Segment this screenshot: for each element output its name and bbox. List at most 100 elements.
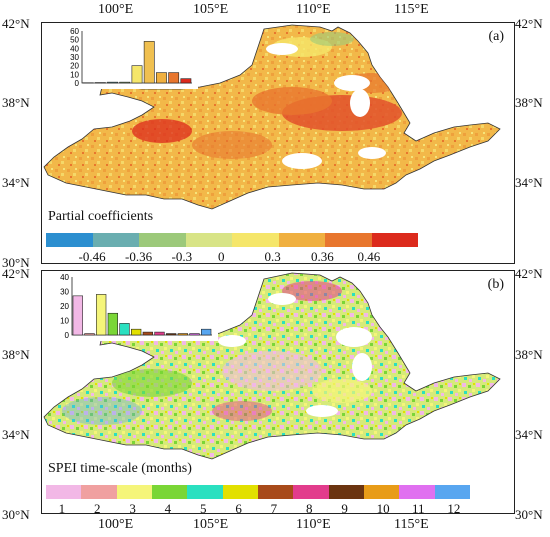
panel-label-a: (a) bbox=[488, 29, 504, 44]
lat-label-left-30-b: 30°N bbox=[2, 507, 30, 522]
colorbar-b-swatch-8 bbox=[293, 485, 329, 499]
colorbar-b-label-6: 6 bbox=[235, 501, 242, 514]
colorbar-a-swatch-1 bbox=[46, 233, 93, 247]
colorbar-a-swatch-7 bbox=[325, 233, 372, 247]
colorbar-b-swatch-1 bbox=[46, 485, 82, 499]
inset-b-ytick-20: 20 bbox=[60, 302, 69, 311]
lon-label-top-105: 105°E bbox=[193, 2, 229, 17]
inset-a-bar-7 bbox=[156, 72, 167, 84]
colorbar-b-swatch-6 bbox=[222, 485, 258, 499]
inset-a-bar-4 bbox=[119, 81, 131, 84]
inset-b-ytick-0: 0 bbox=[65, 331, 70, 340]
inset-b-bar-9 bbox=[166, 333, 177, 336]
inset-b-ytick-30: 30 bbox=[60, 288, 69, 297]
inset-a-ytick-20: 20 bbox=[70, 62, 79, 71]
lat-label-right-34-a: 34°N bbox=[515, 175, 543, 190]
map-b-svg: 0 10 20 30 40 bbox=[43, 271, 501, 460]
legend-title-a: Partial coefficients bbox=[48, 209, 154, 224]
inset-b-bar-12 bbox=[201, 328, 212, 336]
inset-b-ytick-10: 10 bbox=[60, 317, 69, 326]
lat-label-right-34-b: 34°N bbox=[515, 427, 543, 442]
colorbar-b-swatch-4 bbox=[151, 485, 188, 499]
lon-label-bottom-105: 105°E bbox=[193, 517, 229, 532]
colorbar-b-label-3: 3 bbox=[129, 501, 136, 514]
colorbar-a bbox=[46, 233, 418, 247]
lat-label-right-30-b: 30°N bbox=[515, 507, 543, 522]
lat-label-left-34-b: 34°N bbox=[2, 427, 30, 442]
inset-a-bar-3 bbox=[107, 81, 118, 84]
colorbar-b-label-12: 12 bbox=[447, 501, 461, 514]
timescale-layer-b bbox=[62, 281, 372, 425]
inset-b-bar-6 bbox=[131, 328, 142, 336]
colorbar-b-label-8: 8 bbox=[306, 501, 313, 514]
colorbar-a-swatch-4 bbox=[185, 233, 232, 247]
lat-label-right-38-b: 38°N bbox=[515, 347, 543, 362]
colorbar-b-label-2: 2 bbox=[94, 501, 101, 514]
panel-label-b: (b) bbox=[487, 277, 504, 292]
inset-b-bar-4 bbox=[107, 312, 118, 336]
lat-label-right-42-a: 42°N bbox=[515, 16, 543, 31]
colorbar-a-swatch-5 bbox=[232, 233, 279, 247]
lon-label-top-100: 100°E bbox=[98, 2, 134, 17]
colorbar-b-swatch-9 bbox=[328, 485, 364, 499]
lat-label-left-38-b: 38°N bbox=[2, 347, 30, 362]
inset-a-ytick-30: 30 bbox=[70, 53, 79, 62]
colorbar-a-label-2: -0.36 bbox=[125, 249, 153, 264]
colorbar-a-swatch-8 bbox=[371, 233, 418, 247]
inset-b-bar-8 bbox=[154, 331, 165, 336]
colorbar-b-label-9: 9 bbox=[341, 501, 348, 514]
inset-a-bar-8 bbox=[168, 72, 180, 84]
lat-label-left-42-a: 42°N bbox=[2, 16, 30, 31]
inset-b-bar-1 bbox=[72, 295, 83, 336]
inset-a-ytick-50: 50 bbox=[70, 36, 79, 45]
colorbar-b-label-11: 11 bbox=[412, 501, 425, 514]
colorbar-b-label-4: 4 bbox=[164, 501, 172, 514]
colorbar-a-label-4: 0 bbox=[218, 249, 225, 264]
inset-a-ytick-40: 40 bbox=[70, 44, 79, 53]
colorbar-a-label-5: 0.3 bbox=[264, 249, 281, 264]
hotspot-layer-a bbox=[132, 32, 402, 169]
inset-histogram-b: 0 10 20 30 40 bbox=[50, 271, 218, 341]
lon-label-bottom-110: 110°E bbox=[296, 517, 331, 532]
inset-b-bar-10 bbox=[177, 333, 188, 336]
lat-label-right-42-b: 42°N bbox=[515, 266, 543, 281]
inset-b-bar-2 bbox=[84, 333, 95, 336]
inset-b-bar-3 bbox=[96, 294, 107, 336]
colorbar-b-swatch-5 bbox=[187, 485, 223, 499]
lat-label-left-34-a: 34°N bbox=[2, 175, 30, 190]
colorbar-b bbox=[46, 485, 470, 499]
lon-label-top-110: 110°E bbox=[296, 2, 331, 17]
map-panel-partial-coefficients: 0 10 20 30 40 50 60 (a) Partial coefficients -… bbox=[41, 22, 515, 264]
lon-label-bottom-115: 115°E bbox=[394, 517, 429, 532]
lat-label-left-30-a: 30°N bbox=[2, 255, 30, 270]
colorbar-a-label-1: -0.46 bbox=[78, 249, 106, 264]
legend-title-b: SPEI time-scale (months) bbox=[48, 461, 192, 476]
inset-a-ytick-10: 10 bbox=[70, 70, 79, 79]
colorbar-a-labels: -0.46 -0.36 -0.3 0 0.3 0.36 0.46 bbox=[46, 247, 418, 263]
inset-b-bar-11 bbox=[189, 333, 200, 336]
inset-b-bar-5 bbox=[119, 323, 130, 336]
colorbar-b-label-5: 5 bbox=[200, 501, 207, 514]
colorbar-a-label-3: -0.3 bbox=[171, 249, 193, 264]
lon-label-bottom-100: 100°E bbox=[98, 517, 134, 532]
colorbar-b-label-7: 7 bbox=[270, 501, 278, 514]
colorbar-a-swatch-6 bbox=[278, 233, 325, 247]
inset-b-ytick-40: 40 bbox=[60, 273, 69, 282]
inset-a-axes bbox=[81, 31, 192, 84]
colorbar-b-label-10: 10 bbox=[376, 501, 390, 514]
inset-a-ytick-60: 60 bbox=[70, 27, 79, 36]
lon-label-top-115: 115°E bbox=[394, 2, 429, 17]
lat-label-left-42-b: 42°N bbox=[2, 266, 30, 281]
colorbar-b-swatch-2 bbox=[81, 485, 117, 499]
inset-a-bar-5 bbox=[131, 65, 143, 84]
inset-a-bar-9 bbox=[180, 78, 192, 84]
inset-a-ytick-0: 0 bbox=[75, 79, 80, 88]
colorbar-a-label-7: 0.46 bbox=[357, 249, 381, 264]
colorbar-a-swatch-3 bbox=[139, 233, 186, 247]
inset-b-bar-7 bbox=[142, 331, 153, 336]
colorbar-b-swatch-11 bbox=[399, 485, 435, 499]
colorbar-a-swatch-2 bbox=[92, 233, 139, 247]
colorbar-b-swatch-12 bbox=[434, 485, 470, 499]
